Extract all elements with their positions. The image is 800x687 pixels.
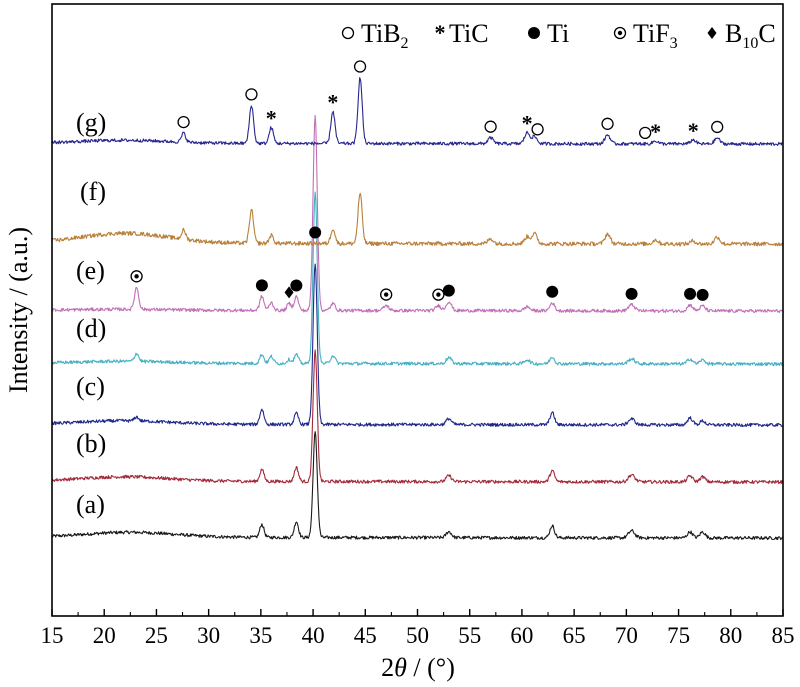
legend-label: TiB2 [361, 19, 409, 52]
x-tick-label-70: 70 [615, 623, 638, 648]
x-tick-label-85: 85 [772, 623, 795, 648]
x-tick-label-45: 45 [354, 623, 377, 648]
legend-marker-filled-circle [528, 27, 540, 39]
legend-entry-b10c: B10C [707, 19, 776, 52]
legend-marker-diamond [707, 27, 717, 39]
x-axis-title: 2θ / (°) [381, 653, 455, 682]
legend-entry-tic: * TiC [435, 19, 489, 48]
marker-asterisk-g-2: * [266, 105, 277, 130]
peak-markers: * * * * * [130, 60, 724, 301]
marker-diamond-e-16 [284, 286, 294, 299]
svg-text:*: * [266, 105, 277, 130]
plot-area: (a)(b)(c)(d)(e)(f)(g) *** * * TiB2 * TiC Ti Ti… [51, 19, 784, 541]
x-tick-label-35: 35 [249, 623, 272, 648]
marker-filled-circle-e-23 [684, 287, 697, 300]
marker-open-circle-g-1 [245, 88, 258, 101]
legend-marker-dotted-circle [613, 26, 627, 40]
x-tick-label-75: 75 [667, 623, 690, 648]
marker-filled-circle-e-17 [290, 279, 303, 292]
x-tick-label-40: 40 [302, 623, 325, 648]
legend-entry-tif3: TiF3 [613, 19, 678, 52]
marker-open-circle-g-12 [711, 120, 724, 134]
marker-filled-circle-e-15 [255, 279, 268, 292]
legend-entry-ti: Ti [528, 19, 569, 48]
marker-filled-circle-e-24 [696, 288, 709, 301]
curve-labels: (a) (b) (c) (d) (e) (f) (g) [76, 108, 106, 519]
marker-open-circle-g-4 [353, 60, 367, 73]
marker-open-circle-g-5 [484, 120, 497, 133]
legend-label: Ti [547, 19, 569, 48]
curve-label-g: (g) [76, 108, 106, 137]
xrd-curve-d [51, 191, 784, 367]
legend-label: TiC [449, 19, 489, 48]
svg-text:*: * [688, 118, 699, 143]
marker-asterisk-g-3: * [327, 90, 338, 115]
marker-dotted-circle-e-19 [432, 288, 445, 301]
xrd-curve-a [51, 431, 784, 541]
curve-label-c: (c) [76, 372, 105, 401]
legend-marker-open-circle [341, 26, 355, 40]
marker-asterisk-g-10: * [650, 119, 661, 144]
legend-label: TiF3 [633, 19, 678, 52]
curve-label-a: (a) [76, 490, 105, 519]
marker-filled-circle-e-21 [546, 285, 559, 298]
svg-text:*: * [522, 111, 533, 136]
x-tick-label-30: 30 [197, 623, 220, 648]
curve-label-f: (f) [80, 177, 106, 206]
marker-open-circle-g-8 [601, 117, 614, 130]
y-axis-title: Intensity / (a.u.) [4, 227, 33, 393]
xrd-curve-c [51, 263, 783, 428]
marker-dotted-circle-e-18 [380, 288, 393, 301]
xrd-curve-b [51, 349, 784, 485]
x-tick-label-50: 50 [406, 623, 429, 648]
x-tick-label-25: 25 [145, 623, 168, 648]
marker-open-circle-g-0 [177, 115, 190, 129]
diffraction-curves [51, 77, 784, 541]
marker-open-circle-g-9 [639, 126, 652, 139]
marker-filled-circle-f-13 [309, 226, 322, 239]
xrd-curve-g [51, 77, 783, 147]
svg-text:*: * [327, 90, 338, 115]
curve-label-e: (e) [76, 256, 105, 285]
marker-dotted-circle-e-14 [130, 270, 143, 283]
x-tick-label-15: 15 [41, 623, 64, 648]
x-tick-label-80: 80 [719, 623, 742, 648]
legend-label: B10C [725, 19, 776, 52]
marker-asterisk-g-6: * [522, 111, 533, 136]
legend-marker-asterisk: * [435, 20, 446, 45]
legend: TiB2 * TiC Ti TiF3 B10C [341, 19, 776, 52]
curve-label-d: (d) [76, 314, 106, 343]
x-tick-label-20: 20 [93, 623, 116, 648]
svg-text:*: * [650, 119, 661, 144]
xrd-curve-e [51, 114, 783, 314]
x-tick-label-55: 55 [458, 623, 481, 648]
marker-filled-circle-e-22 [625, 287, 638, 300]
xrd-curve-f [51, 192, 784, 247]
marker-open-circle-g-7 [531, 123, 544, 136]
svg-text:*: * [435, 20, 446, 45]
marker-filled-circle-e-20 [442, 284, 455, 297]
legend-entry-tib2: TiB2 [341, 19, 409, 52]
marker-asterisk-g-11: * [688, 118, 699, 143]
curve-label-b: (b) [76, 429, 106, 458]
x-tick-label-65: 65 [563, 623, 586, 648]
x-axis: 15 20 25 30 35 40 45 50 55 60 65 70 75 80 85 [41, 609, 795, 648]
x-tick-label-60: 60 [510, 623, 533, 648]
